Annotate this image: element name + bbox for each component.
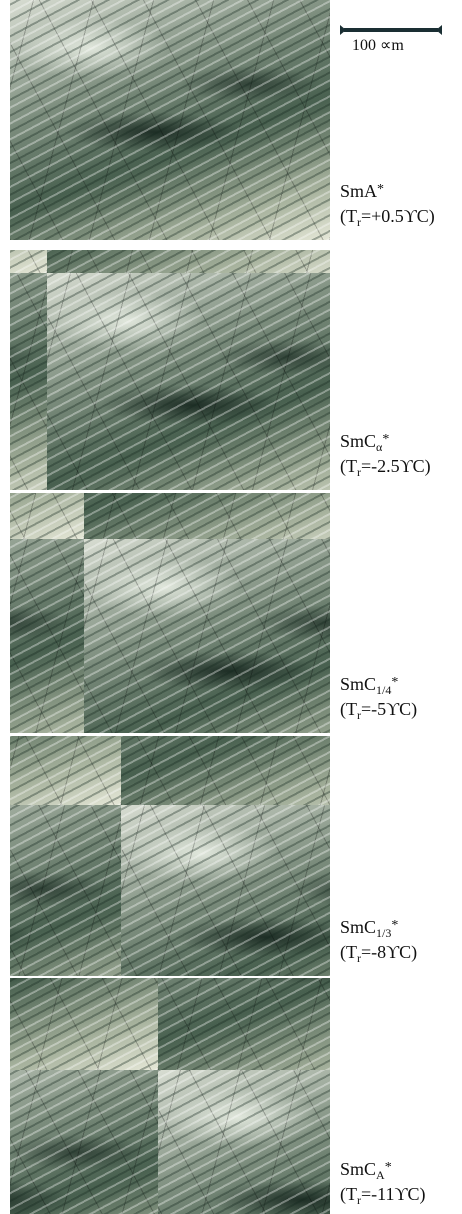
temperature-label: (Tr=-8ϒC) [340, 942, 417, 968]
phase-base: SmA [340, 181, 377, 201]
phase-label: SmCA* [340, 1158, 392, 1185]
phase-sup: * [377, 182, 384, 197]
phase-sup: * [391, 918, 398, 933]
figure: 100 ∝m SmA*(Tr=+0.5ϒC)SmCα*(Tr=-2.5ϒC)Sm… [0, 0, 462, 1214]
temp-prefix: (T [340, 456, 357, 476]
phase-sub: 1/3 [376, 926, 391, 940]
temperature-label: (Tr=+0.5ϒC) [340, 206, 435, 232]
micrograph [10, 736, 330, 976]
micrograph [10, 978, 330, 1214]
phase-sub: 1/4 [376, 683, 391, 697]
phase-label: SmCα* [340, 430, 389, 457]
phase-base: SmC [340, 431, 376, 451]
scale-label: 100 ∝m [352, 36, 404, 56]
temperature-label: (Tr=-5ϒC) [340, 699, 417, 725]
phase-base: SmC [340, 674, 376, 694]
temp-rest: =-11ϒC) [361, 1184, 425, 1204]
temperature-label: (Tr=-11ϒC) [340, 1184, 425, 1210]
temp-prefix: (T [340, 206, 357, 226]
phase-label: SmC1/4* [340, 673, 398, 700]
phase-sub: A [376, 1168, 385, 1182]
phase-sup: * [385, 1160, 392, 1175]
temperature-label: (Tr=-2.5ϒC) [340, 456, 431, 482]
temp-prefix: (T [340, 699, 357, 719]
micrograph [10, 493, 330, 733]
micrograph [10, 0, 330, 240]
temp-prefix: (T [340, 942, 357, 962]
temp-rest: =+0.5ϒC) [361, 206, 435, 226]
phase-label: SmC1/3* [340, 916, 398, 943]
temp-rest: =-8ϒC) [361, 942, 417, 962]
phase-base: SmC [340, 1159, 376, 1179]
micrograph [10, 250, 330, 490]
phase-base: SmC [340, 917, 376, 937]
temp-rest: =-5ϒC) [361, 699, 417, 719]
phase-label: SmA* [340, 180, 384, 201]
phase-sup: * [391, 675, 398, 690]
phase-sup: * [382, 432, 389, 447]
temp-prefix: (T [340, 1184, 357, 1204]
temp-rest: =-2.5ϒC) [361, 456, 431, 476]
